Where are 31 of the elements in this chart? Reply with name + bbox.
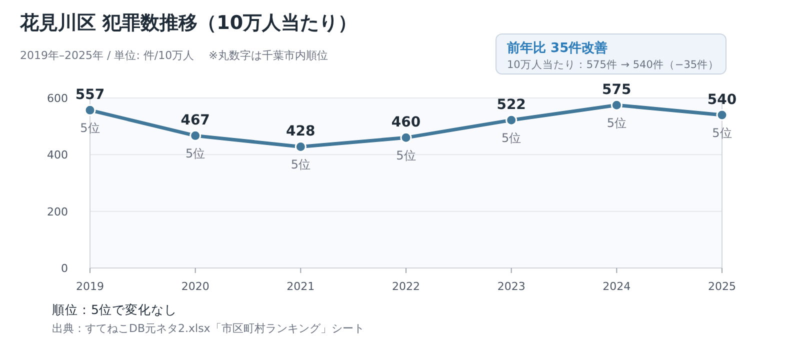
- annotation: 5位: [502, 131, 522, 146]
- ytick: 0: [61, 262, 68, 275]
- data-label: 522: [496, 97, 526, 114]
- annotation: 5位: [712, 126, 732, 140]
- ytick: 200: [47, 205, 68, 218]
- data-label: 428: [286, 124, 316, 140]
- data-label: 460: [391, 114, 421, 131]
- annotation: 5位: [606, 116, 626, 130]
- annotation: 5位: [396, 148, 416, 163]
- title: 花見川区 犯罪数推移（10万人当たり）: [20, 12, 358, 34]
- xtick: 2023: [497, 280, 526, 293]
- xtick: 2020: [181, 280, 210, 293]
- ytick: 600: [47, 92, 68, 105]
- xtick: 2022: [392, 280, 420, 293]
- annotation: 前年比 35件改善: [507, 41, 608, 56]
- ytick: 400: [47, 148, 68, 162]
- data-label: 540: [707, 92, 737, 108]
- xtick: 2025: [708, 280, 736, 293]
- annotation: 10万人当たり：575件 → 540件（−35件）: [507, 59, 720, 71]
- annotation: 5位: [290, 158, 310, 172]
- xtick: 2021: [286, 280, 315, 293]
- annotation: 順位：5位で変化なし: [52, 302, 177, 317]
- annotation: 5位: [80, 121, 100, 136]
- data-label: 575: [602, 82, 632, 98]
- annotation: 5位: [186, 146, 206, 161]
- xtick: 2024: [602, 280, 631, 293]
- data-label: 467: [180, 112, 210, 129]
- annotation: 出典：すてねこDB元ネタ2.xlsx「市区町村ランキング」シート: [52, 322, 364, 335]
- subtitle: 2019年–2025年 / 単位: 件/10万人 ※丸数字は千葉市内順位: [20, 49, 328, 62]
- data-label: 557: [75, 87, 105, 104]
- xtick: 2019: [76, 280, 104, 293]
